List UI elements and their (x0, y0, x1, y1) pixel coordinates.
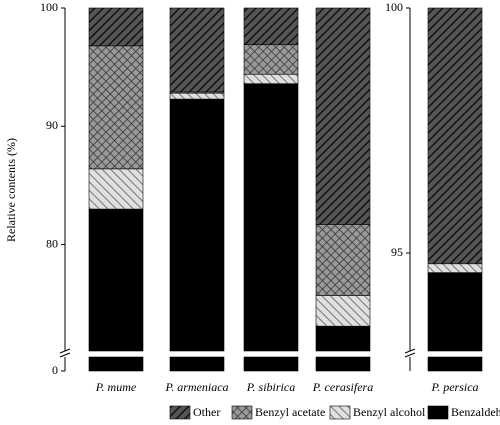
legend-swatch (329, 405, 351, 420)
bar-segment (88, 7, 144, 47)
bar-segment (315, 356, 371, 372)
legend-label: Benzaldehyde (451, 405, 500, 419)
axis-break (404, 348, 416, 354)
bar-segment (169, 7, 225, 93)
y-tick-label: 100 (40, 0, 58, 14)
y-tick-label: 95 (391, 245, 403, 259)
bar-segment (88, 168, 144, 210)
bar-segment (315, 295, 371, 327)
x-tick-label: P. persica (430, 380, 478, 394)
bar-segment (243, 73, 299, 84)
y-tick-label: 0 (52, 363, 58, 377)
legend-label: Benzyl alcohol (353, 405, 426, 419)
y-tick-label: 100 (385, 0, 403, 14)
bar-segment (427, 272, 483, 352)
bar-segment (243, 7, 299, 45)
bar-segment (169, 356, 225, 372)
bar-segment (427, 263, 483, 273)
x-tick-label: P. mume (95, 380, 137, 394)
bar-segment (88, 208, 144, 352)
bar-segment (427, 7, 483, 265)
bar-segment (169, 98, 225, 352)
bar-segment (315, 325, 371, 352)
legend-swatch (231, 405, 253, 420)
bar-segment (243, 83, 299, 352)
legend-label: Other (193, 405, 220, 419)
axis-break (59, 348, 71, 354)
y-tick-label: 80 (46, 236, 58, 250)
bar-segment (315, 7, 371, 225)
x-tick-label: P. sibirica (246, 380, 295, 394)
legend-swatch (169, 405, 191, 420)
legend-label: Benzyl acetate (255, 405, 325, 419)
x-tick-label: P. armeniaca (164, 380, 228, 394)
x-tick-label: P. cerasifera (312, 380, 373, 394)
axis-break (404, 352, 416, 358)
y-tick-label: 90 (46, 118, 58, 132)
bar-segment (427, 356, 483, 372)
bar-segment (315, 224, 371, 296)
bar-segment (169, 92, 225, 100)
legend-swatch (427, 405, 449, 420)
bar-segment (243, 44, 299, 75)
y-axis-label: Relative contents (%) (4, 138, 18, 242)
bar-segment (88, 45, 144, 170)
bar-segment (88, 356, 144, 372)
axis-break (59, 352, 71, 358)
bar-segment (243, 356, 299, 372)
